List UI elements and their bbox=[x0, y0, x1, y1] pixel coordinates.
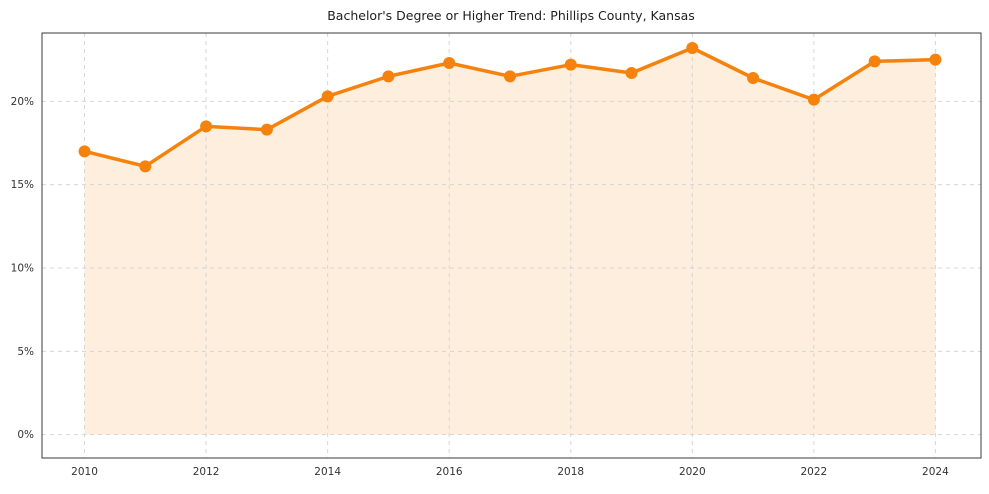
data-point-2013 bbox=[260, 123, 273, 136]
x-tick-label: 2014 bbox=[314, 466, 341, 478]
data-point-2021 bbox=[747, 72, 760, 84]
data-point-2014 bbox=[321, 90, 334, 103]
data-point-2023 bbox=[868, 55, 881, 68]
x-tick-label: 2016 bbox=[436, 466, 463, 478]
data-point-2018 bbox=[564, 58, 577, 71]
data-point-2024 bbox=[929, 53, 942, 66]
data-point-2011 bbox=[139, 160, 152, 173]
y-tick-label: 0% bbox=[17, 429, 34, 441]
y-tick-label: 15% bbox=[11, 179, 34, 191]
data-point-2019 bbox=[625, 67, 638, 79]
chart-title: Bachelor's Degree or Higher Trend: Phill… bbox=[327, 8, 695, 23]
data-point-2016 bbox=[443, 57, 456, 69]
data-point-2017 bbox=[503, 70, 516, 83]
y-tick-label: 5% bbox=[17, 346, 34, 358]
data-point-2012 bbox=[200, 120, 213, 133]
area-fill bbox=[84, 48, 936, 435]
x-tick-label: 2022 bbox=[800, 466, 827, 478]
data-point-2015 bbox=[382, 70, 395, 83]
x-tick-label: 2024 bbox=[922, 466, 949, 478]
x-tick-label: 2012 bbox=[193, 466, 220, 478]
data-point-2020 bbox=[686, 42, 699, 54]
x-tick-label: 2020 bbox=[679, 466, 706, 478]
y-tick-label: 10% bbox=[11, 263, 34, 275]
x-tick-label: 2018 bbox=[557, 466, 584, 478]
data-point-2022 bbox=[807, 93, 820, 106]
x-tick-label: 2010 bbox=[71, 466, 98, 478]
y-tick-label: 20% bbox=[11, 96, 34, 108]
plot-border bbox=[41, 32, 982, 459]
data-point-2010 bbox=[78, 145, 91, 158]
